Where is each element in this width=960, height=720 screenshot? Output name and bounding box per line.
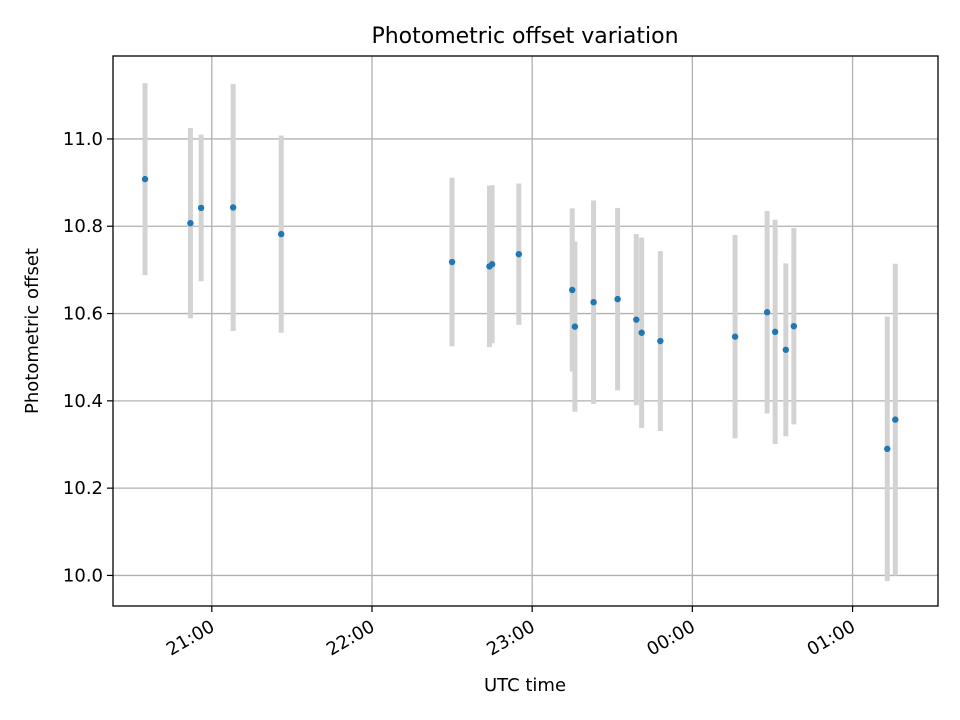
x-tick-label: 01:00 xyxy=(804,616,859,660)
data-point xyxy=(141,175,149,183)
y-axis-ticks: 10.0 10.2 10.4 10.6 10.8 11.0 xyxy=(63,129,113,586)
data-point xyxy=(892,416,899,423)
data-point xyxy=(790,322,798,330)
x-axis-label: UTC time xyxy=(484,675,566,696)
y-tick-label: 10.4 xyxy=(63,391,103,412)
y-tick-label: 10.2 xyxy=(63,478,103,499)
data-point xyxy=(638,329,645,336)
x-tick-label: 21:00 xyxy=(163,616,218,660)
data-point xyxy=(782,346,790,353)
data-point xyxy=(569,286,576,294)
y-tick-label: 10.0 xyxy=(63,565,103,586)
axes-frame xyxy=(112,55,939,607)
x-tick-label: 00:00 xyxy=(643,616,698,660)
data-point xyxy=(448,258,456,266)
data-point xyxy=(771,328,779,336)
error-bars xyxy=(142,83,898,582)
data-points xyxy=(141,175,899,453)
grid-lines xyxy=(113,56,938,606)
x-tick-label: 22:00 xyxy=(323,616,378,660)
data-point xyxy=(278,230,285,238)
data-point xyxy=(515,250,523,258)
data-point xyxy=(571,323,579,330)
data-point xyxy=(657,337,664,345)
y-tick-label: 10.6 xyxy=(63,304,103,325)
data-point xyxy=(763,309,771,316)
data-point xyxy=(488,261,496,268)
data-point xyxy=(884,445,891,453)
data-point xyxy=(590,298,597,306)
y-tick-label: 11.0 xyxy=(63,129,103,150)
data-point xyxy=(633,316,640,323)
data-point xyxy=(731,333,739,340)
data-point xyxy=(614,295,621,303)
chart-title: Photometric offset variation xyxy=(371,24,678,49)
data-point xyxy=(187,219,194,227)
x-axis-ticks: 21:00 22:00 23:00 00:00 01:00 xyxy=(163,606,859,660)
x-tick-label: 23:00 xyxy=(483,616,538,660)
y-tick-label: 10.8 xyxy=(63,216,103,237)
y-axis-label: Photometric offset xyxy=(22,248,43,414)
data-point xyxy=(197,204,205,212)
data-point xyxy=(229,204,237,211)
